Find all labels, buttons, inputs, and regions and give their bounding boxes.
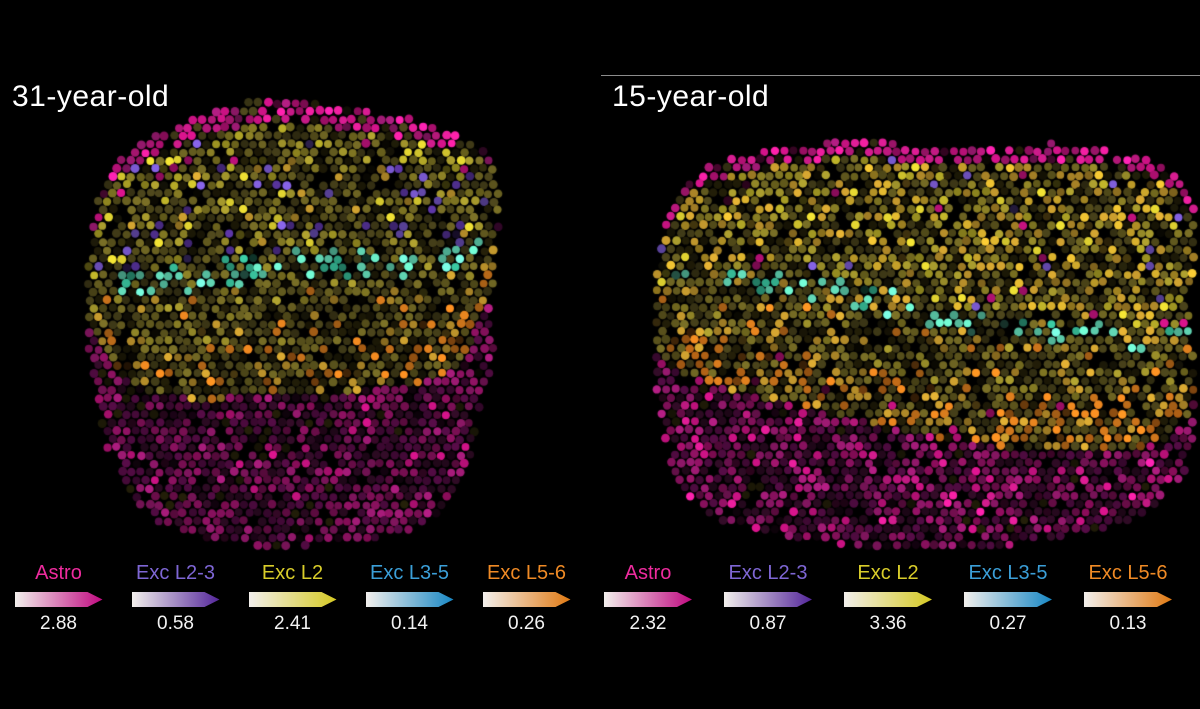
legend-max-value: 0.27	[989, 613, 1027, 634]
panel-title-right: 15-year-old	[612, 80, 770, 113]
legend-entry: Exc L5-6 0.26	[471, 562, 583, 635]
legend-entry: Exc L2-3 0.58	[120, 562, 232, 635]
legend-entry: Astro 2.32	[592, 562, 704, 635]
legend-colorbar	[724, 592, 812, 607]
legend-colorbar	[482, 592, 571, 607]
legend-row-right: Astro 2.32 Exc L2-3 0.87 Exc L2 3.36 Exc…	[588, 562, 1188, 635]
legend-entry: Exc L5-6 0.13	[1072, 562, 1184, 635]
legend-max-value: 0.13	[1109, 613, 1147, 634]
legend-entry: Exc L2-3 0.87	[712, 562, 824, 635]
legend-colorbar	[964, 592, 1052, 607]
top-divider-line	[601, 75, 1200, 76]
legend-colorbar	[604, 592, 692, 607]
legend-entry: Exc L2 2.41	[237, 562, 349, 635]
legend-label: Exc L5-6	[1088, 562, 1168, 584]
legend-max-value: 2.32	[629, 613, 667, 634]
legend-colorbar	[844, 592, 932, 607]
legend-entry: Exc L2 3.36	[832, 562, 944, 635]
legend-label: Exc L3-5	[968, 562, 1048, 584]
legend-entry: Exc L3-5 0.14	[354, 562, 466, 635]
legend-label: Astro	[35, 562, 82, 584]
legend-entry: Astro 2.88	[3, 562, 115, 635]
legend-max-value: 0.14	[391, 613, 428, 634]
legend-entry: Exc L3-5 0.27	[952, 562, 1064, 635]
legend-colorbar	[248, 592, 337, 607]
legend-row-left: Astro 2.88 Exc L2-3 0.58 Exc L2 2.41 Exc…	[0, 562, 585, 635]
legend-max-value: 0.58	[157, 613, 194, 634]
legend-label: Exc L2	[261, 562, 324, 584]
legend-label: Exc L2	[857, 562, 919, 584]
legend-colorbar	[1084, 592, 1172, 607]
legend-colorbar	[365, 592, 454, 607]
legend-max-value: 3.36	[869, 613, 907, 634]
legend-label: Exc L5-6	[487, 562, 566, 584]
legend-label: Astro	[624, 562, 672, 584]
legend-label: Exc L2-3	[136, 562, 215, 584]
legend-max-value: 0.26	[508, 613, 545, 634]
panel-title-left: 31-year-old	[12, 80, 170, 113]
legend-max-value: 0.87	[749, 613, 787, 634]
legend-colorbar	[131, 592, 220, 607]
legend-max-value: 2.41	[274, 613, 311, 634]
legend-label: Exc L2-3	[728, 562, 808, 584]
legend-max-value: 2.88	[40, 613, 77, 634]
legend-colorbar	[14, 592, 103, 607]
legend-label: Exc L3-5	[370, 562, 449, 584]
